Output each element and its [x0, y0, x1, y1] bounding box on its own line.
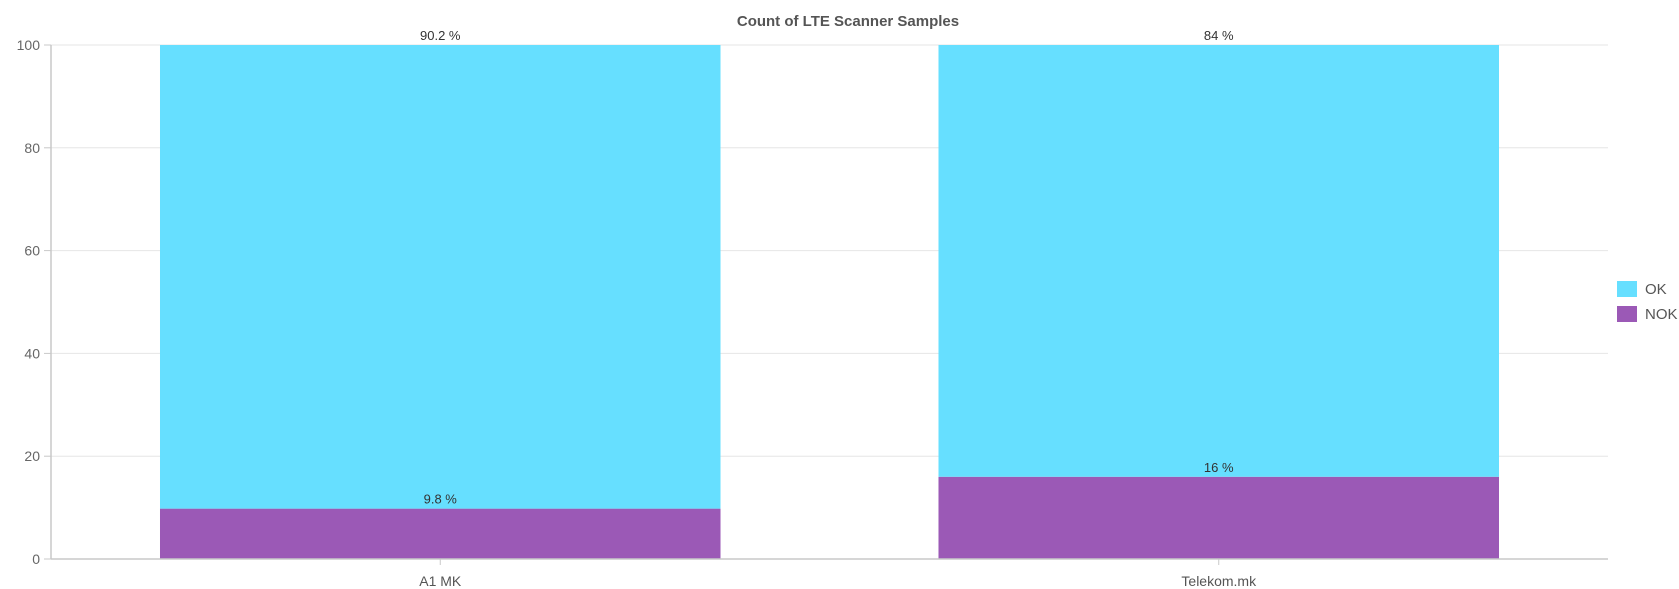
legend-swatch	[1617, 306, 1637, 322]
y-tick-label: 20	[24, 448, 40, 464]
y-tick-label: 60	[24, 243, 40, 259]
bars	[159, 45, 1500, 559]
y-tick-label: 40	[24, 345, 40, 361]
bar-nok-telekom-mk[interactable]	[938, 476, 1500, 559]
data-labels: 9.8 % 90.2 % 16 % 84 %	[420, 28, 1234, 507]
bar-ok-telekom-mk[interactable]	[938, 45, 1500, 477]
x-category-label: A1 MK	[419, 573, 462, 589]
legend-item-ok[interactable]: OK	[1617, 281, 1667, 298]
legend[interactable]: OK NOK	[1617, 281, 1678, 323]
axes: 0 20 40 60 80 100 A1 MK Telekom.mk	[17, 37, 1608, 589]
bar-ok-a1-mk[interactable]	[159, 45, 721, 509]
bar-nok-a1-mk[interactable]	[159, 508, 721, 559]
data-label: 90.2 %	[420, 28, 461, 43]
data-label: 9.8 %	[424, 492, 458, 507]
chart-title: Count of LTE Scanner Samples	[737, 13, 959, 30]
y-tick-label: 0	[32, 551, 40, 567]
legend-swatch	[1617, 281, 1637, 297]
data-label: 16 %	[1204, 460, 1234, 475]
y-tick-label: 100	[17, 37, 41, 53]
legend-item-nok[interactable]: NOK	[1617, 306, 1678, 323]
x-category-label: Telekom.mk	[1181, 573, 1257, 589]
legend-label: NOK	[1645, 306, 1678, 323]
y-tick-label: 80	[24, 140, 40, 156]
data-label: 84 %	[1204, 28, 1234, 43]
legend-label: OK	[1645, 281, 1667, 298]
